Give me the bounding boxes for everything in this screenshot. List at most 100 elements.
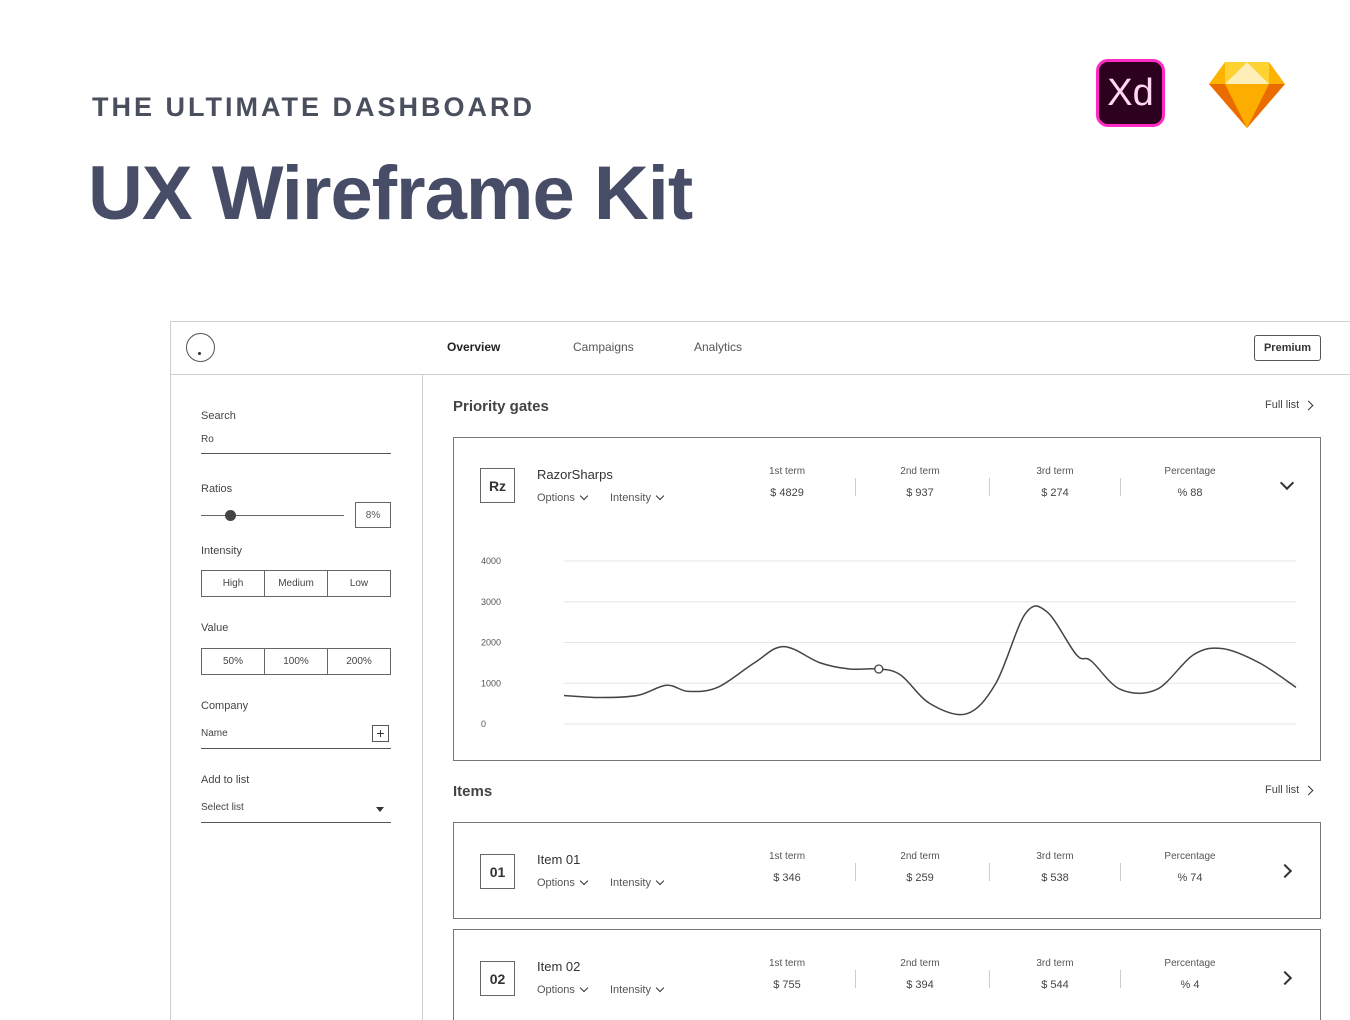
term-value: % 4 xyxy=(1180,979,1200,991)
intensity-dropdown[interactable]: Intensity xyxy=(610,876,665,889)
value-label: Value xyxy=(201,622,229,634)
item-name: Item 02 xyxy=(537,959,581,974)
sketch-logo-icon xyxy=(1209,62,1285,128)
term-3rd: 3rd term $ 544 xyxy=(1000,958,1110,991)
company-underline xyxy=(201,748,391,749)
items-full-list-link[interactable]: Full list xyxy=(1265,784,1314,796)
intensity-high-button[interactable]: High xyxy=(202,571,265,596)
term-3rd: 3rd term $ 274 xyxy=(1000,466,1110,499)
chevron-down-icon xyxy=(579,491,589,501)
intensity-label: Intensity xyxy=(610,984,651,996)
intensity-medium-button[interactable]: Medium xyxy=(265,571,328,596)
term-value: % 74 xyxy=(1177,872,1203,884)
term-value: $ 538 xyxy=(1041,872,1069,884)
ratio-slider-handle[interactable] xyxy=(225,510,236,521)
term-value: $ 346 xyxy=(773,872,801,884)
term-3rd: 3rd term $ 538 xyxy=(1000,851,1110,884)
divider xyxy=(855,970,856,988)
term-2nd: 2nd term $ 937 xyxy=(865,466,975,499)
term-percentage: Percentage % 88 xyxy=(1135,466,1245,499)
card-name: RazorSharps xyxy=(537,467,613,482)
term-value: % 88 xyxy=(1177,487,1203,499)
term-1st: 1st term $ 4829 xyxy=(732,466,842,499)
nav-analytics[interactable]: Analytics xyxy=(694,340,743,354)
term-label: 2nd term xyxy=(900,958,940,969)
select-list-underline xyxy=(201,822,391,823)
chevron-right-icon xyxy=(1303,400,1314,410)
chevron-down-icon xyxy=(655,491,665,501)
options-label: Options xyxy=(537,492,575,504)
main-content: Priority gates Full list Rz RazorSharps … xyxy=(423,375,1350,1020)
nav-overview[interactable]: Overview xyxy=(447,340,501,354)
open-chevron-right-icon[interactable] xyxy=(1277,970,1293,986)
item-badge: 02 xyxy=(480,961,515,996)
ratio-value-field[interactable]: 8% xyxy=(355,502,391,528)
open-chevron-right-icon[interactable] xyxy=(1277,863,1293,879)
items-title: Items xyxy=(453,783,493,800)
chevron-down-icon xyxy=(579,876,589,886)
filter-sidebar: Search Ro Ratios 8% Intensity High Mediu… xyxy=(171,375,423,1020)
intensity-segmented-control: High Medium Low xyxy=(201,570,391,597)
search-label: Search xyxy=(201,410,236,422)
search-underline xyxy=(201,453,391,454)
divider xyxy=(855,863,856,881)
term-value: $ 544 xyxy=(1041,979,1069,991)
hero-title: UX Wireframe Kit xyxy=(88,151,693,236)
priority-line-chart: 4000 3000 2000 1000 0 xyxy=(481,556,1297,729)
term-value: $ 755 xyxy=(773,979,801,991)
value-segmented-control: 50% 100% 200% xyxy=(201,648,391,675)
brand-logo-icon[interactable] xyxy=(186,333,215,362)
intensity-label: Intensity xyxy=(610,492,651,504)
select-list-dropdown[interactable]: Select list xyxy=(201,802,244,813)
chevron-right-icon xyxy=(1303,785,1314,795)
expand-chevron-down-icon[interactable] xyxy=(1279,475,1295,491)
term-label: Percentage xyxy=(1164,466,1216,477)
term-2nd: 2nd term $ 394 xyxy=(865,958,975,991)
caret-down-icon[interactable] xyxy=(376,807,384,812)
options-label: Options xyxy=(537,984,575,996)
highlight-point[interactable] xyxy=(874,664,884,674)
card-badge: Rz xyxy=(480,468,515,503)
add-company-plus-icon[interactable]: + xyxy=(372,725,389,742)
term-label: 2nd term xyxy=(900,466,940,477)
term-label: 2nd term xyxy=(900,851,940,862)
ratios-label: Ratios xyxy=(201,483,233,495)
premium-button[interactable]: Premium xyxy=(1254,335,1321,361)
term-value: $ 937 xyxy=(906,487,934,499)
ratio-slider-track[interactable] xyxy=(201,515,344,516)
full-list-label: Full list xyxy=(1265,784,1300,796)
value-100-button[interactable]: 100% xyxy=(265,649,328,674)
options-label: Options xyxy=(537,877,575,889)
company-label: Company xyxy=(201,700,249,712)
series-line xyxy=(563,605,1297,716)
company-name-input[interactable]: Name xyxy=(201,728,228,739)
y-tick-label: 1000 xyxy=(481,678,501,688)
priority-gates-title: Priority gates xyxy=(453,398,549,415)
options-dropdown[interactable]: Options xyxy=(537,876,589,889)
y-tick-label: 4000 xyxy=(481,556,501,566)
value-50-button[interactable]: 50% xyxy=(202,649,265,674)
intensity-label: Intensity xyxy=(610,877,651,889)
term-label: Percentage xyxy=(1164,958,1216,969)
divider xyxy=(989,478,990,496)
nav-campaigns[interactable]: Campaigns xyxy=(573,340,634,354)
divider xyxy=(989,863,990,881)
options-dropdown[interactable]: Options xyxy=(537,491,589,504)
intensity-low-button[interactable]: Low xyxy=(349,578,369,589)
intensity-label: Intensity xyxy=(201,545,242,557)
xd-logo-text: Xd xyxy=(1107,71,1154,114)
search-input[interactable]: Ro xyxy=(201,434,214,445)
item-card[interactable]: 02 Item 02 Options Intensity 1st term $ 7… xyxy=(453,929,1321,1020)
term-label: 1st term xyxy=(768,466,806,477)
priority-full-list-link[interactable]: Full list xyxy=(1265,399,1314,411)
divider xyxy=(1120,970,1121,988)
chevron-down-icon xyxy=(579,983,589,993)
intensity-dropdown[interactable]: Intensity xyxy=(610,983,665,996)
eyebrow-title: THE ULTIMATE DASHBOARD xyxy=(92,92,535,122)
value-200-button[interactable]: 200% xyxy=(346,656,372,667)
term-1st: 1st term $ 755 xyxy=(732,958,842,991)
options-dropdown[interactable]: Options xyxy=(537,983,589,996)
item-card[interactable]: 01 Item 01 Options Intensity 1st term $ 3… xyxy=(453,822,1321,919)
term-percentage: Percentage % 4 xyxy=(1135,958,1245,991)
intensity-dropdown[interactable]: Intensity xyxy=(610,491,665,504)
